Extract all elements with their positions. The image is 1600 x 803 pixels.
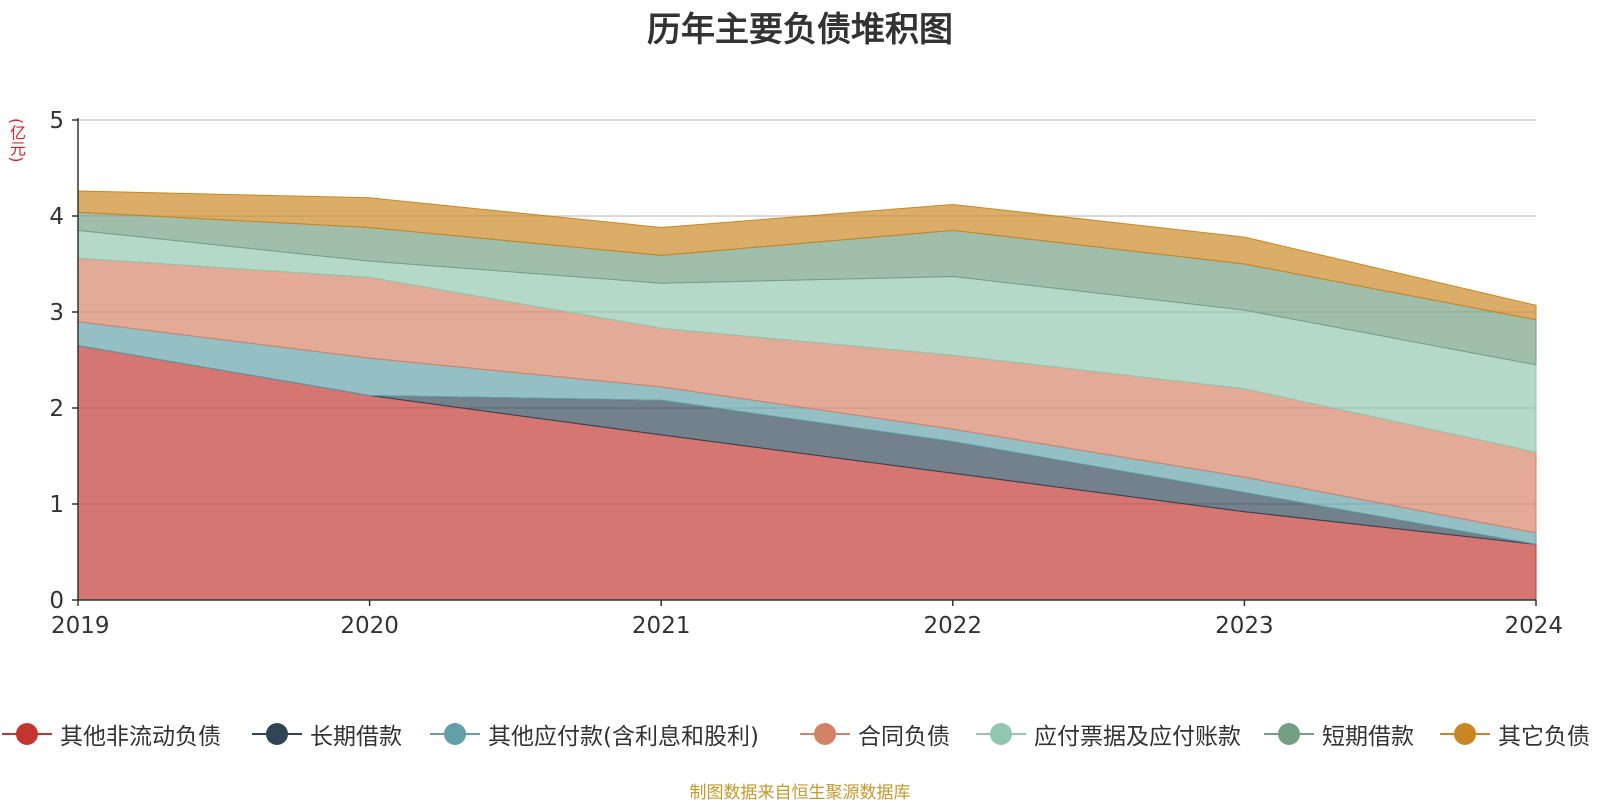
legend-marker-dot xyxy=(990,723,1012,745)
legend-marker-dot xyxy=(814,723,836,745)
y-tick-label-2: 2 xyxy=(49,396,64,422)
legend-marker-dot xyxy=(444,723,466,745)
legend-item-4[interactable]: 应付票据及应付账款 xyxy=(976,716,1241,752)
legend-label-6: 其它负债 xyxy=(1498,724,1590,750)
legend-item-2[interactable]: 其他应付款(含利息和股利) xyxy=(430,716,759,752)
legend-label-3: 合同负债 xyxy=(858,724,950,750)
legend-marker-0 xyxy=(2,716,52,752)
chart-title: 历年主要负债堆积图 xyxy=(647,10,953,50)
y-tick-label-1: 1 xyxy=(49,492,64,518)
legend-label-4: 应付票据及应付账款 xyxy=(1034,724,1241,750)
x-tick-label-1: 2020 xyxy=(340,613,399,639)
x-tick-label-5: 2024 xyxy=(1504,613,1563,639)
legend-item-5[interactable]: 短期借款 xyxy=(1264,716,1414,752)
legend-label-2: 其他应付款(含利息和股利) xyxy=(488,724,759,750)
legend-marker-3 xyxy=(800,716,850,752)
legend-item-1[interactable]: 长期借款 xyxy=(252,716,402,752)
y-tick-label-5: 5 xyxy=(49,108,64,134)
stacked-area-chart: 0 1 2 3 4 5 2019 2020 2021 2022 2023 2024 xyxy=(49,108,1563,639)
legend-label-5: 短期借款 xyxy=(1322,724,1414,750)
legend-marker-6 xyxy=(1440,716,1490,752)
legend-marker-dot xyxy=(1454,723,1476,745)
x-tick-label-3: 2022 xyxy=(924,613,983,639)
legend-marker-4 xyxy=(976,716,1026,752)
legend-item-3[interactable]: 合同负债 xyxy=(800,716,950,752)
legend-label-0: 其他非流动负债 xyxy=(60,724,221,750)
legend-marker-dot xyxy=(16,723,38,745)
series-area-6 xyxy=(77,190,1537,321)
y-tick-label-3: 3 xyxy=(49,300,64,326)
y-tick-label-0: 0 xyxy=(49,588,64,614)
legend-marker-2 xyxy=(430,716,480,752)
legend-item-0[interactable]: 其他非流动负债 xyxy=(2,716,221,752)
y-axis-unit-label: (亿元) xyxy=(7,118,26,163)
x-tick-label-2: 2021 xyxy=(632,613,691,639)
data-source-note: 制图数据来自恒生聚源数据库 xyxy=(689,783,911,803)
legend-label-1: 长期借款 xyxy=(310,724,402,750)
legend-item-6[interactable]: 其它负债 xyxy=(1440,716,1590,752)
legend-marker-dot xyxy=(266,723,288,745)
legend: 其他非流动负债 长期借款 其他应付款(含利息和股利) 合同负债 应付票据及应付账款 短期借… xyxy=(0,716,1600,752)
legend-marker-dot xyxy=(1278,723,1300,745)
x-tick-label-0: 2019 xyxy=(51,613,110,639)
legend-marker-5 xyxy=(1264,716,1314,752)
legend-marker-1 xyxy=(252,716,302,752)
x-tick-label-4: 2023 xyxy=(1215,613,1274,639)
y-tick-label-4: 4 xyxy=(49,204,64,230)
